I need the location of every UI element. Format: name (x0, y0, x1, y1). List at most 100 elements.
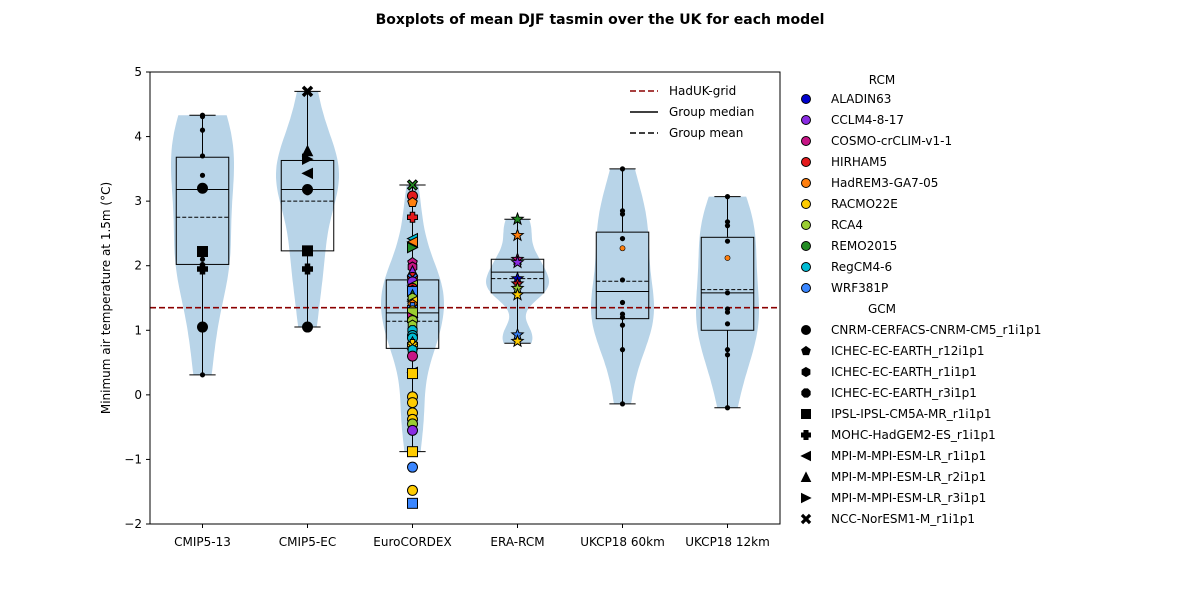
data-point-2-36-shape (407, 368, 418, 380)
rcm-legend-marker (801, 262, 811, 272)
data-point-3-0-shape (510, 211, 525, 226)
y-tick-label: −1 (124, 452, 142, 466)
data-point-4-4-shape (619, 245, 626, 252)
data-point-4-5-shape (619, 277, 626, 283)
violin-4 (591, 168, 654, 404)
data-point-5-9-shape (724, 347, 731, 353)
rcm-legend-label: ALADIN63 (831, 92, 891, 106)
data-point-5-7-shape (724, 309, 731, 315)
data-point-4-2 (619, 211, 626, 217)
data-point-1-6-shape (302, 245, 313, 257)
gcm-legend-label: MPI-M-MPI-ESM-LR_r3i1p1 (831, 491, 986, 505)
rcm-legend-marker-shape (801, 94, 811, 104)
gcm-legend-marker-shape (801, 409, 811, 419)
data-point-2-5 (406, 236, 418, 248)
data-point-0-2 (199, 127, 206, 133)
data-point-0-8 (199, 256, 206, 262)
data-point-2-46 (407, 497, 418, 509)
data-point-4-11 (619, 401, 626, 407)
data-point-5-5-shape (724, 290, 731, 296)
rcm-legend-marker-shape (801, 136, 811, 146)
data-point-2-0-shape (406, 179, 419, 191)
gcm-legend-label: NCC-NorESM1-M_r1i1p1 (831, 512, 975, 526)
data-point-1-1-shape (301, 144, 314, 157)
chart-title: Boxplots of mean DJF tasmin over the UK … (376, 12, 825, 28)
gcm-legend-label: MPI-M-MPI-ESM-LR_r1i1p1 (831, 449, 986, 463)
data-point-5-4 (724, 255, 731, 261)
rcm-legend-marker-shape (801, 115, 811, 125)
data-point-0-12-shape (199, 372, 206, 378)
data-point-2-44-shape (407, 461, 418, 473)
data-point-1-7 (302, 263, 313, 275)
gcm-legend-label: IPSL-IPSL-CM5A-MR_r1i1p1 (831, 407, 992, 421)
data-point-3-7-shape (510, 287, 525, 301)
data-point-4-3-shape (619, 235, 626, 242)
data-point-4-11-shape (619, 401, 626, 407)
line-legend: HadUK-grid Group median Group mean (630, 84, 754, 140)
data-point-2-44 (407, 461, 418, 473)
data-point-2-36 (407, 368, 418, 380)
data-point-4-0-shape (619, 166, 626, 172)
data-point-2-2-shape (407, 196, 418, 207)
data-point-0-3 (199, 153, 206, 159)
data-point-2-38-shape (407, 397, 418, 409)
data-point-1-2 (302, 153, 314, 165)
y-tick-label: −2 (124, 517, 142, 531)
data-point-2-43 (407, 446, 418, 458)
data-point-0-11-shape (197, 321, 208, 333)
gcm-legend-marker-shape (801, 492, 812, 504)
rcm-legend-marker (801, 136, 811, 146)
data-point-4-10-shape (619, 347, 626, 353)
data-point-4-10 (619, 347, 626, 353)
rcm-legend-marker (801, 283, 811, 293)
rcm-legend-label: RegCM4-6 (831, 260, 892, 274)
data-point-5-8 (724, 321, 731, 327)
rcm-legend-label: COSMO-crCLIM-v1-1 (831, 134, 952, 148)
data-point-5-11 (724, 405, 731, 411)
rcm-legend-marker (801, 199, 811, 209)
legend-line-label: Group median (669, 105, 754, 119)
gcm-legend-marker (801, 325, 811, 335)
data-point-3-9-shape (510, 333, 525, 348)
y-tick-label: 0 (134, 388, 142, 402)
data-point-5-5 (724, 290, 731, 296)
data-point-0-10 (197, 263, 208, 275)
rcm-legend-marker-shape (801, 220, 811, 230)
data-point-2-6 (407, 241, 419, 254)
data-point-0-2-shape (199, 127, 206, 133)
rcm-legend-marker (801, 220, 811, 230)
data-point-0-6 (199, 187, 206, 193)
rcm-legend-marker-shape (801, 241, 811, 251)
data-point-1-8-shape (302, 321, 313, 333)
y-tick-label: 4 (134, 130, 142, 144)
data-point-0-10-shape (197, 263, 208, 275)
rcm-legend-label: RACMO22E (831, 197, 898, 211)
rcm-legend-label: CCLM4-8-17 (831, 113, 904, 127)
data-point-4-8 (619, 314, 626, 320)
data-point-2-34-shape (407, 350, 418, 362)
data-point-2-45 (407, 484, 418, 496)
gcm-legend-label: ICHEC-EC-EARTH_r12i1p1 (831, 344, 985, 358)
data-point-2-43-shape (407, 446, 418, 458)
rcm-legend-marker-shape (801, 157, 811, 167)
x-tick-label: CMIP5-13 (174, 535, 231, 549)
model-legend: RCM ALADIN63 CCLM4-8-17 COSMO-crCLIM-v1-1 HI… (800, 73, 1041, 526)
data-point-4-6 (619, 299, 626, 306)
y-tick-label: 2 (134, 259, 142, 273)
data-point-3-0 (510, 211, 525, 226)
gcm-legend-marker-shape (801, 345, 811, 356)
data-point-2-38 (407, 397, 418, 409)
data-point-5-1-shape (724, 219, 731, 225)
data-point-1-5-shape (304, 190, 311, 196)
gcm-legend-marker-shape (800, 513, 812, 525)
rcm-legend-marker (801, 94, 811, 104)
gcm-legend-label: MPI-M-MPI-ESM-LR_r2i1p1 (831, 470, 986, 484)
data-point-5-7 (724, 309, 731, 315)
gcm-legend-marker-shape (801, 388, 811, 398)
data-point-2-34 (407, 350, 418, 362)
data-point-5-2 (724, 223, 731, 229)
data-point-2-3-shape (407, 211, 418, 223)
data-point-1-7-shape (302, 263, 313, 275)
gcm-legend-label: MOHC-HadGEM2-ES_r1i1p1 (831, 428, 996, 442)
